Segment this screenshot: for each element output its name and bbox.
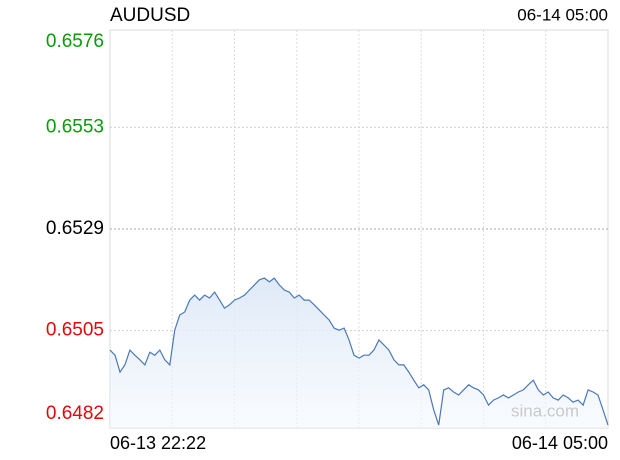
watermark: sina.com xyxy=(511,401,579,420)
timestamp: 06-14 05:00 xyxy=(517,5,608,24)
y-tick-label: 0.6553 xyxy=(46,116,104,137)
y-tick-label: 0.6505 xyxy=(46,320,104,341)
area-fill xyxy=(110,278,608,428)
x-tick-label: 06-14 05:00 xyxy=(512,433,608,453)
x-tick-label: 06-13 22:22 xyxy=(110,433,206,453)
y-tick-label: 0.6576 xyxy=(46,31,104,52)
y-tick-label: 0.6482 xyxy=(46,403,104,424)
y-tick-label: 0.6529 xyxy=(46,218,104,239)
chart-title: AUDUSD xyxy=(110,5,190,26)
price-line xyxy=(109,277,609,426)
